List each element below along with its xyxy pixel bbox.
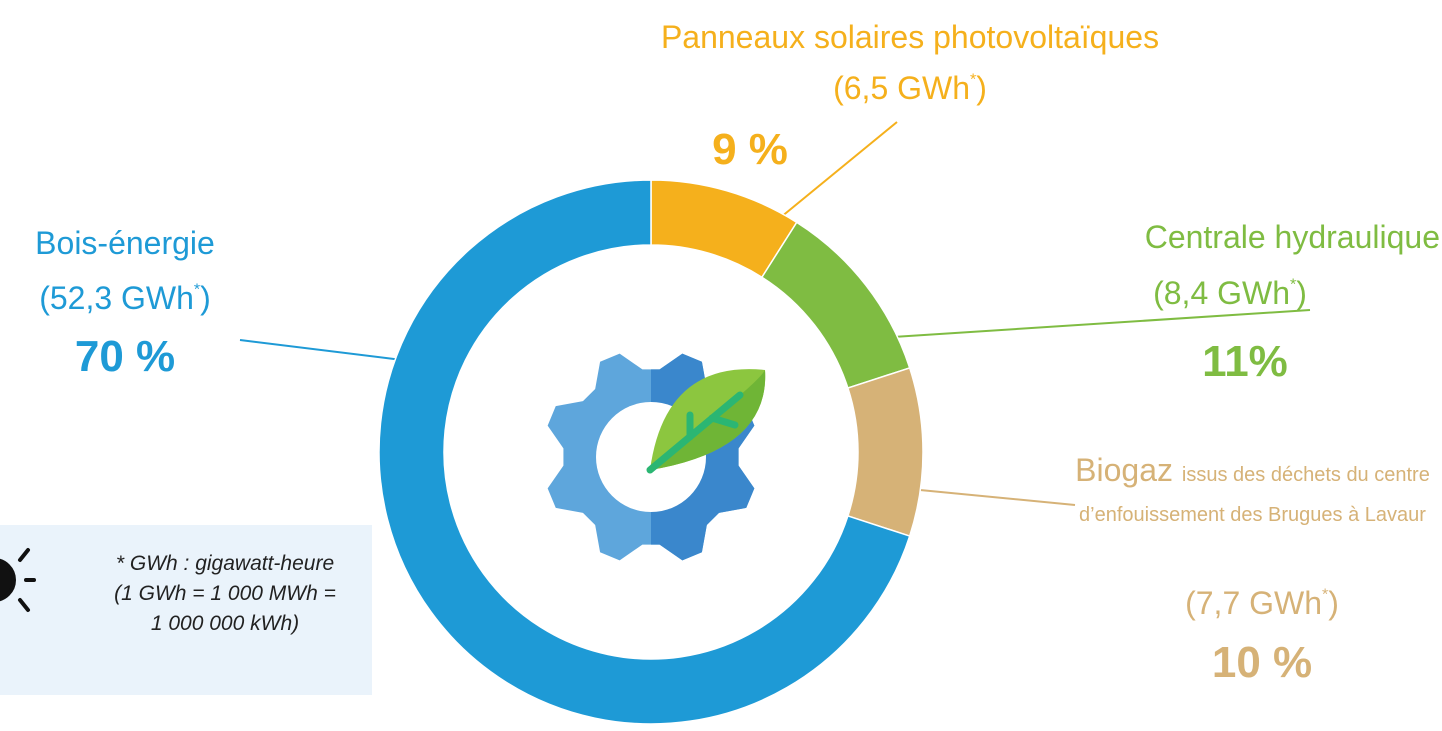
leader-lines (239, 121, 1311, 506)
footnote: * GWh : gigawatt-heure (115, 552, 335, 575)
category-label: Biogaz (1075, 452, 1174, 488)
footnote-box (0, 525, 372, 695)
slice (846, 367, 924, 537)
footnote: 1 000 000 kWh) (150, 612, 300, 635)
value-label: 9 % (712, 125, 788, 174)
category-label: Centrale hydraulique (1144, 219, 1440, 255)
value-label: 70 % (74, 332, 176, 381)
value-label: 10 % (1211, 638, 1313, 687)
label: Biogaz issus des déchets du centre d’enf… (1065, 450, 1440, 530)
energy-label: (8,4 GWh*) (1153, 275, 1307, 311)
value-label: 11% (1202, 337, 1288, 386)
energy-label: (6,5 GWh*) (833, 70, 987, 107)
annotation: issus des déchets du centre d’enfouissem… (1079, 464, 1430, 526)
energy-label: (7,7 GWh*) (1185, 585, 1339, 621)
label: Panneaux solaires photovoltaïques (6,5 G… (640, 12, 1180, 114)
center-icon (547, 353, 766, 561)
category-label: Bois-énergie (35, 225, 215, 261)
slice (760, 221, 911, 389)
category-label: Panneaux solaires photovoltaïques (660, 19, 1160, 55)
bulb-icon (0, 548, 36, 612)
energy-label: (52,3 GWh*) (39, 280, 211, 316)
slice (378, 179, 911, 725)
footnote: (1 GWh = 1 000 MWh = (114, 582, 336, 605)
